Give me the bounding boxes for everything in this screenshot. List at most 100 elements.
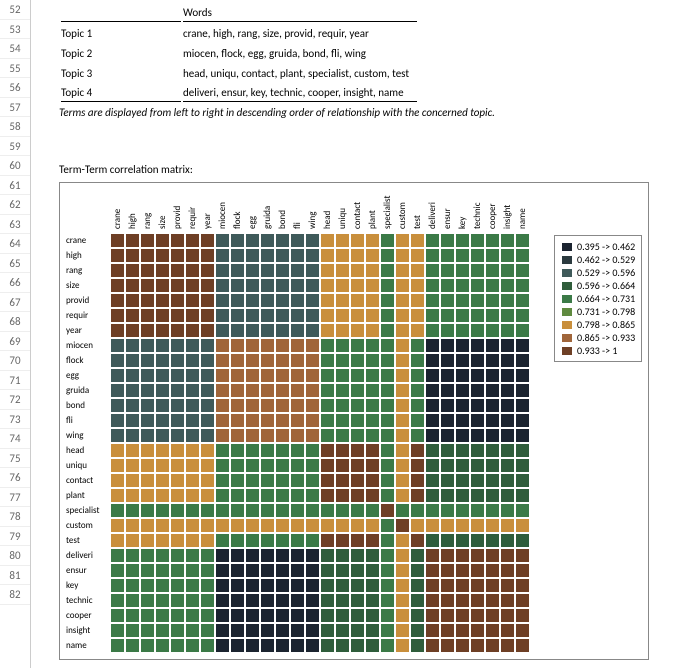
- heatmap-cell: [110, 413, 125, 428]
- heatmap-cell: [410, 308, 425, 323]
- heatmap-cell: [155, 503, 170, 518]
- heatmap-cell: [500, 443, 515, 458]
- heatmap-cell: [485, 638, 500, 653]
- topic-words: deliveri, ensur, key, technic, cooper, i…: [183, 84, 417, 102]
- heatmap-cell: [110, 233, 125, 248]
- heatmap-cell: [185, 578, 200, 593]
- heatmap-cell: [440, 323, 455, 338]
- heatmap-cell: [410, 488, 425, 503]
- legend-row: 0.529 -> 0.596: [561, 266, 635, 279]
- heatmap-cell: [110, 443, 125, 458]
- heatmap-cell: [395, 398, 410, 413]
- heatmap-cell: [260, 548, 275, 563]
- heatmap-cell: [155, 443, 170, 458]
- heatmap-cell: [335, 503, 350, 518]
- row-number: 63: [0, 215, 30, 235]
- heatmap-cell: [110, 383, 125, 398]
- heatmap-cell: [260, 608, 275, 623]
- row-number: 61: [0, 176, 30, 196]
- heatmap-cell: [500, 338, 515, 353]
- heatmap-cell: [215, 428, 230, 443]
- heatmap-cell: [155, 413, 170, 428]
- heatmap-cell: [350, 413, 365, 428]
- row-number: 68: [0, 312, 30, 332]
- heatmap-cell: [485, 323, 500, 338]
- heatmap-cell: [455, 278, 470, 293]
- heatmap-cell: [140, 443, 155, 458]
- heatmap-cell: [380, 443, 395, 458]
- heatmap-cell: [245, 473, 260, 488]
- heatmap-cell: [470, 518, 485, 533]
- heatmap-cell: [125, 263, 140, 278]
- heatmap-cell: [380, 488, 395, 503]
- heatmap-cell: [110, 353, 125, 368]
- heatmap-cell: [440, 308, 455, 323]
- heatmap-cell: [365, 338, 380, 353]
- heatmap-cell: [155, 353, 170, 368]
- heatmap-cell: [395, 608, 410, 623]
- worksheet-area: Words Topic 1crane, high, rang, size, pr…: [31, 0, 700, 668]
- heatmap-cell: [260, 518, 275, 533]
- heatmap-cell: [440, 263, 455, 278]
- heatmap-cell: [125, 398, 140, 413]
- heatmap-cell: [395, 413, 410, 428]
- heatmap-cell: [125, 323, 140, 338]
- heatmap-cell: [140, 428, 155, 443]
- row-number: 59: [0, 137, 30, 157]
- heatmap-cell: [170, 323, 185, 338]
- heatmap-cell: [470, 458, 485, 473]
- heatmap-cell: [305, 338, 320, 353]
- heatmap-cell: [455, 383, 470, 398]
- heatmap-cell: [320, 248, 335, 263]
- heatmap-cell: [140, 503, 155, 518]
- row-number: 56: [0, 78, 30, 98]
- topic-label: Topic 2: [61, 44, 181, 62]
- heatmap-cell: [365, 518, 380, 533]
- heatmap-cell: [425, 473, 440, 488]
- heatmap-cell: [305, 323, 320, 338]
- heatmap-cell: [215, 323, 230, 338]
- row-number: 79: [0, 527, 30, 547]
- row-label: uniqu: [66, 460, 110, 471]
- heatmap-cell: [200, 323, 215, 338]
- heatmap-cell: [395, 533, 410, 548]
- heatmap-cell: [500, 383, 515, 398]
- heatmap-cell: [515, 383, 530, 398]
- heatmap-cell: [335, 608, 350, 623]
- heatmap-cell: [410, 353, 425, 368]
- heatmap-cell: [410, 548, 425, 563]
- heatmap-cell: [125, 308, 140, 323]
- heatmap-cell: [515, 518, 530, 533]
- heatmap-cell: [125, 458, 140, 473]
- heatmap-cell: [350, 608, 365, 623]
- heatmap-cell: [155, 323, 170, 338]
- heatmap-cell: [110, 338, 125, 353]
- heatmap-cell: [155, 278, 170, 293]
- heatmap-cell: [395, 563, 410, 578]
- row-number: 55: [0, 59, 30, 79]
- heatmap-cell: [140, 353, 155, 368]
- heatmap-cell: [125, 233, 140, 248]
- heatmap-cell: [380, 458, 395, 473]
- heatmap-cell: [230, 308, 245, 323]
- heatmap-cell: [320, 443, 335, 458]
- row-label: specialist: [66, 505, 110, 516]
- heatmap-cell: [230, 473, 245, 488]
- legend-swatch: [561, 268, 573, 278]
- heatmap-cell: [260, 398, 275, 413]
- heatmap-cell: [155, 233, 170, 248]
- heatmap-cell: [470, 278, 485, 293]
- heatmap-cell: [215, 293, 230, 308]
- heatmap-cell: [380, 233, 395, 248]
- heatmap-cell: [125, 383, 140, 398]
- heatmap-cell: [500, 563, 515, 578]
- heatmap-cell: [515, 473, 530, 488]
- heatmap-cell: [485, 353, 500, 368]
- heatmap-cell: [125, 443, 140, 458]
- heatmap-cell: [500, 428, 515, 443]
- heatmap-cell: [455, 638, 470, 653]
- heatmap-cell: [485, 533, 500, 548]
- heatmap-cell: [230, 563, 245, 578]
- heatmap-cell: [305, 638, 320, 653]
- heatmap-cell: [380, 623, 395, 638]
